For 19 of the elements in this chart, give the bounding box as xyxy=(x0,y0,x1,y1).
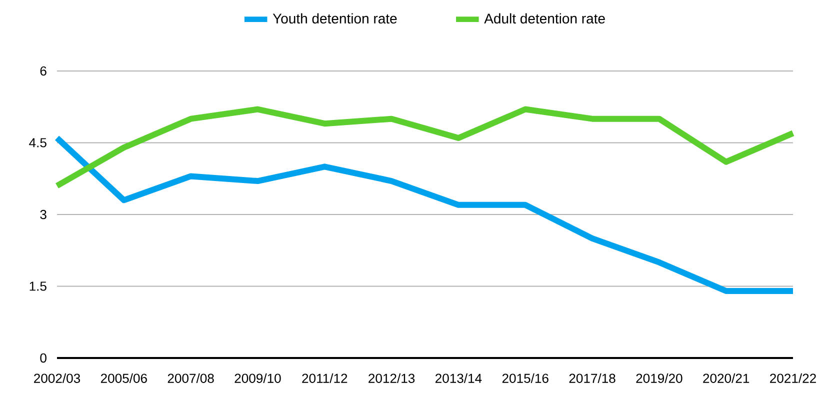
y-tick-label: 0 xyxy=(40,353,46,363)
y-tick-label: 6 xyxy=(40,66,46,76)
x-tick-label: 2020/21 xyxy=(703,373,750,383)
x-tick-label: 2009/10 xyxy=(234,373,281,383)
x-tick-label: 2015/16 xyxy=(502,373,548,383)
y-tick-label: 4.5 xyxy=(29,138,46,148)
x-tick-label: 2012/13 xyxy=(368,373,415,383)
x-tick-label: 2011/12 xyxy=(302,373,348,383)
x-tick-label: 2017/18 xyxy=(569,373,616,383)
x-tick-label: 2021/22 xyxy=(770,373,816,383)
x-tick-label: 2019/20 xyxy=(636,373,682,383)
x-tick-label: 2013/14 xyxy=(435,373,482,383)
legend-label: Adult detention rate xyxy=(484,13,605,24)
y-tick-label: 3 xyxy=(40,210,46,220)
legend-label: Youth detention rate xyxy=(272,13,397,24)
x-tick-label: 2002/03 xyxy=(34,373,80,383)
x-tick-label: 2007/08 xyxy=(168,373,214,383)
y-tick-label: 1.5 xyxy=(30,282,46,291)
x-tick-label: 2005/06 xyxy=(100,373,147,383)
